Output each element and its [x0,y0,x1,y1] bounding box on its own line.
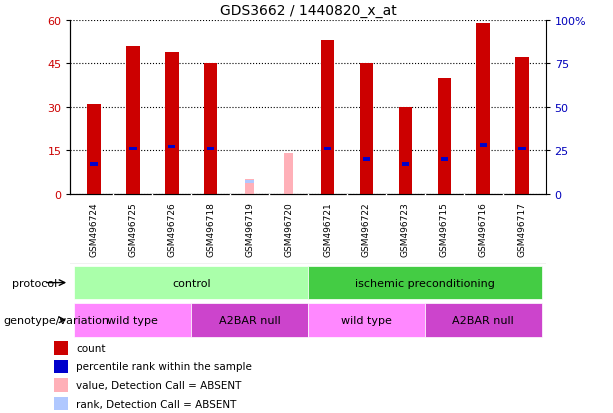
Text: GSM496723: GSM496723 [401,202,410,256]
Bar [55,397,68,411]
Bar [425,303,542,337]
Bar [398,107,412,194]
Text: GSM496716: GSM496716 [479,202,488,256]
Bar [55,360,68,373]
Bar [360,64,373,194]
Bar [245,180,254,183]
Bar [308,303,425,337]
Text: rank, Detection Call = ABSENT: rank, Detection Call = ABSENT [76,399,237,409]
Bar [479,144,487,147]
Text: GSM496720: GSM496720 [284,202,293,256]
Bar [165,52,178,194]
Text: count: count [76,343,105,353]
Text: GSM496715: GSM496715 [440,202,449,256]
Bar [363,158,370,161]
Text: value, Detection Call = ABSENT: value, Detection Call = ABSENT [76,380,242,390]
Text: GSM496726: GSM496726 [167,202,177,256]
Bar [245,180,254,194]
Bar [324,147,331,151]
Bar [207,147,215,151]
Bar [90,163,97,166]
Bar [402,163,409,166]
Text: control: control [172,278,210,288]
Text: protocol: protocol [12,278,58,288]
Text: A2BAR null: A2BAR null [452,315,514,325]
Text: A2BAR null: A2BAR null [219,315,281,325]
Text: GSM496725: GSM496725 [128,202,137,256]
Text: wild type: wild type [341,315,392,325]
Text: GSM496721: GSM496721 [323,202,332,256]
Title: GDS3662 / 1440820_x_at: GDS3662 / 1440820_x_at [219,4,397,18]
Text: wild type: wild type [107,315,158,325]
Bar [55,378,68,392]
Text: percentile rank within the sample: percentile rank within the sample [76,361,252,372]
Bar [321,41,334,194]
Bar [204,64,218,194]
Bar [74,303,191,337]
Text: genotype/variation: genotype/variation [3,315,109,325]
Bar [284,154,294,194]
Bar [74,266,308,300]
Bar [191,303,308,337]
Text: GSM496719: GSM496719 [245,202,254,256]
Text: GSM496722: GSM496722 [362,202,371,256]
Text: GSM496724: GSM496724 [89,202,98,256]
Text: GSM496717: GSM496717 [518,202,527,256]
Bar [519,147,526,151]
Text: GSM496718: GSM496718 [206,202,215,256]
Bar [55,341,68,355]
Bar [168,145,175,149]
Bar [438,78,451,194]
Bar [87,104,101,194]
Bar [441,158,448,161]
Bar [126,47,140,194]
Text: ischemic preconditioning: ischemic preconditioning [355,278,495,288]
Bar [476,24,490,194]
Bar [308,266,542,300]
Bar [516,58,529,194]
Bar [129,147,137,151]
